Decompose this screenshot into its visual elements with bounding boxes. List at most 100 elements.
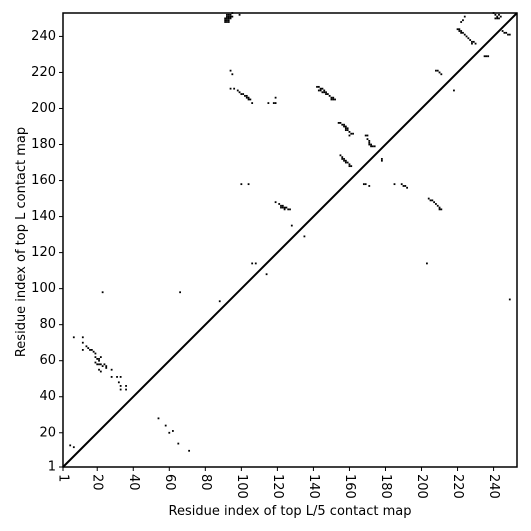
contact-point xyxy=(435,69,437,72)
x-tick-label: 20 xyxy=(90,474,105,491)
x-tick-label: 160 xyxy=(342,474,357,499)
y-tick-label: 240 xyxy=(31,29,56,44)
contact-point xyxy=(496,15,499,18)
contact-point xyxy=(280,204,282,207)
contact-point xyxy=(244,94,246,97)
contact-point xyxy=(267,102,270,104)
y-tick-label: 80 xyxy=(39,317,56,332)
contact-point xyxy=(429,199,432,202)
contact-point xyxy=(366,138,369,141)
contact-point xyxy=(465,35,468,38)
contact-point xyxy=(467,37,470,40)
contact-point xyxy=(460,21,463,23)
contact-point xyxy=(346,127,349,130)
contact-point xyxy=(326,93,329,95)
contact-point xyxy=(168,431,171,434)
contact-point xyxy=(226,21,228,23)
contact-point xyxy=(471,42,473,45)
contact-point xyxy=(348,134,351,137)
contact-point xyxy=(344,127,347,130)
contact-point xyxy=(344,161,347,164)
contact-point xyxy=(226,13,228,16)
contact-point xyxy=(498,17,500,20)
contact-point xyxy=(337,121,340,124)
contact-point xyxy=(343,159,345,162)
contact-point xyxy=(368,143,371,146)
contact-point xyxy=(406,186,409,189)
contact-point xyxy=(368,140,371,142)
contact-point xyxy=(469,39,472,41)
y-tick-label: 140 xyxy=(31,209,56,224)
contact-point xyxy=(164,424,167,427)
contact-point xyxy=(249,98,252,101)
contact-point xyxy=(281,204,284,207)
contact-point xyxy=(364,183,367,186)
contact-point xyxy=(69,444,72,447)
contact-point xyxy=(245,96,248,99)
contact-point xyxy=(229,87,232,90)
contact-point xyxy=(404,185,407,187)
contact-point xyxy=(460,30,463,32)
y-tick-label: 60 xyxy=(39,353,56,368)
contact-point xyxy=(438,206,441,209)
plot-frame xyxy=(62,12,518,468)
contact-point xyxy=(96,363,99,366)
contact-point xyxy=(99,356,102,359)
contact-point xyxy=(103,363,106,366)
contact-point xyxy=(472,40,475,43)
contact-point xyxy=(265,273,268,276)
contact-point xyxy=(494,13,497,16)
x-tick-label: 80 xyxy=(198,474,213,491)
contact-point xyxy=(456,28,459,31)
contact-point xyxy=(440,208,443,211)
contact-point xyxy=(283,208,286,211)
contact-point xyxy=(287,208,290,211)
x-tick-label: 140 xyxy=(306,474,321,499)
y-tick-label: 180 xyxy=(31,137,56,152)
contact-point xyxy=(110,368,113,371)
contact-point xyxy=(460,31,463,34)
contact-point xyxy=(229,17,232,20)
diagonal-line xyxy=(62,12,518,468)
contact-point xyxy=(98,358,100,360)
contact-point xyxy=(343,158,345,160)
contact-point xyxy=(433,201,436,204)
contact-point xyxy=(352,132,354,135)
contact-point xyxy=(317,89,320,92)
contact-point xyxy=(343,123,345,126)
contact-point xyxy=(188,449,191,452)
contact-point xyxy=(339,154,342,157)
contact-point xyxy=(125,388,127,391)
contact-point xyxy=(238,13,241,16)
contact-points-layer xyxy=(69,12,511,452)
x-axis-ticks: 1 20 40 60 80 100 120 140 160 180 200 220 240 xyxy=(56,467,501,499)
contact-point xyxy=(272,102,275,104)
contact-point xyxy=(283,206,286,209)
contact-point xyxy=(157,417,160,420)
contact-point xyxy=(370,145,372,148)
contact-point xyxy=(101,291,104,294)
contact-point xyxy=(431,199,434,202)
contact-point xyxy=(238,91,241,94)
contact-point xyxy=(400,183,403,186)
contact-point xyxy=(227,17,230,20)
contact-point xyxy=(325,91,327,94)
y-tick-label: 200 xyxy=(31,101,56,116)
contact-point xyxy=(98,363,100,366)
contact-point xyxy=(231,15,234,18)
contact-point xyxy=(341,158,344,160)
contact-point xyxy=(370,143,372,146)
contact-point xyxy=(350,165,353,168)
contact-point xyxy=(125,385,127,387)
contact-point xyxy=(350,132,353,135)
contact-point xyxy=(321,91,324,94)
x-tick-label: 240 xyxy=(486,474,501,499)
contact-point xyxy=(505,31,508,34)
contact-point xyxy=(280,206,282,209)
contact-point xyxy=(110,376,113,378)
contact-point xyxy=(240,93,243,95)
contact-point xyxy=(247,96,250,99)
contact-point xyxy=(96,358,99,360)
contact-point xyxy=(87,347,90,349)
